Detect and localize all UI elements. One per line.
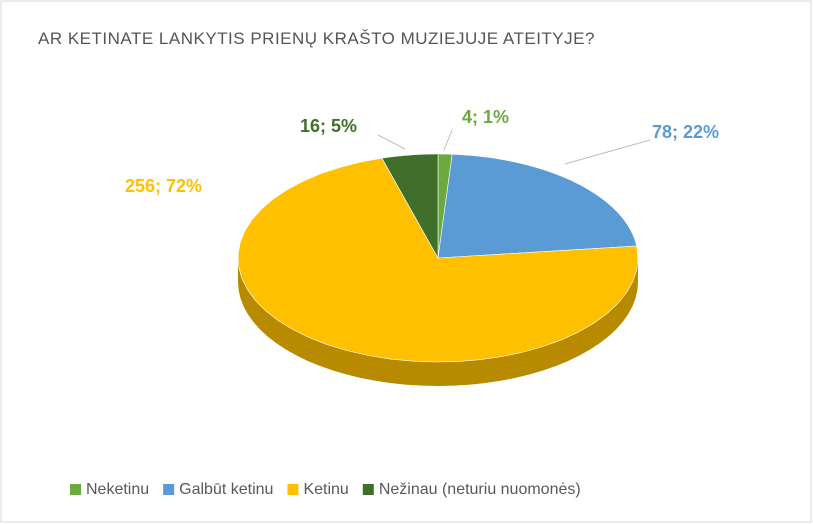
slice — [381, 153, 439, 260]
chart-title: AR KETINATE LANKYTIS PRIENŲ KRAŠTO MUZIE… — [38, 29, 595, 48]
legend-swatch — [362, 484, 374, 495]
legend-label: Neketinu — [86, 481, 149, 498]
data-label: 78; 22% — [652, 122, 719, 142]
legend-swatch — [70, 484, 81, 495]
data-label: 256; 72% — [125, 176, 202, 196]
leader-line — [377, 134, 406, 150]
slice — [237, 157, 639, 363]
data-label: 4; 1% — [462, 107, 509, 127]
legend-label: Ketinu — [303, 481, 348, 498]
slice — [437, 153, 638, 259]
legend-label: Nežinau (neturiu nuomonės) — [379, 481, 581, 498]
slice-side — [238, 258, 638, 386]
data-label: 16; 5% — [300, 116, 357, 136]
legend-swatch — [163, 484, 175, 495]
leader-line — [443, 129, 453, 151]
legend-swatch — [287, 484, 299, 495]
legend-label: Galbūt ketinu — [179, 481, 273, 498]
leader-line — [564, 139, 651, 165]
